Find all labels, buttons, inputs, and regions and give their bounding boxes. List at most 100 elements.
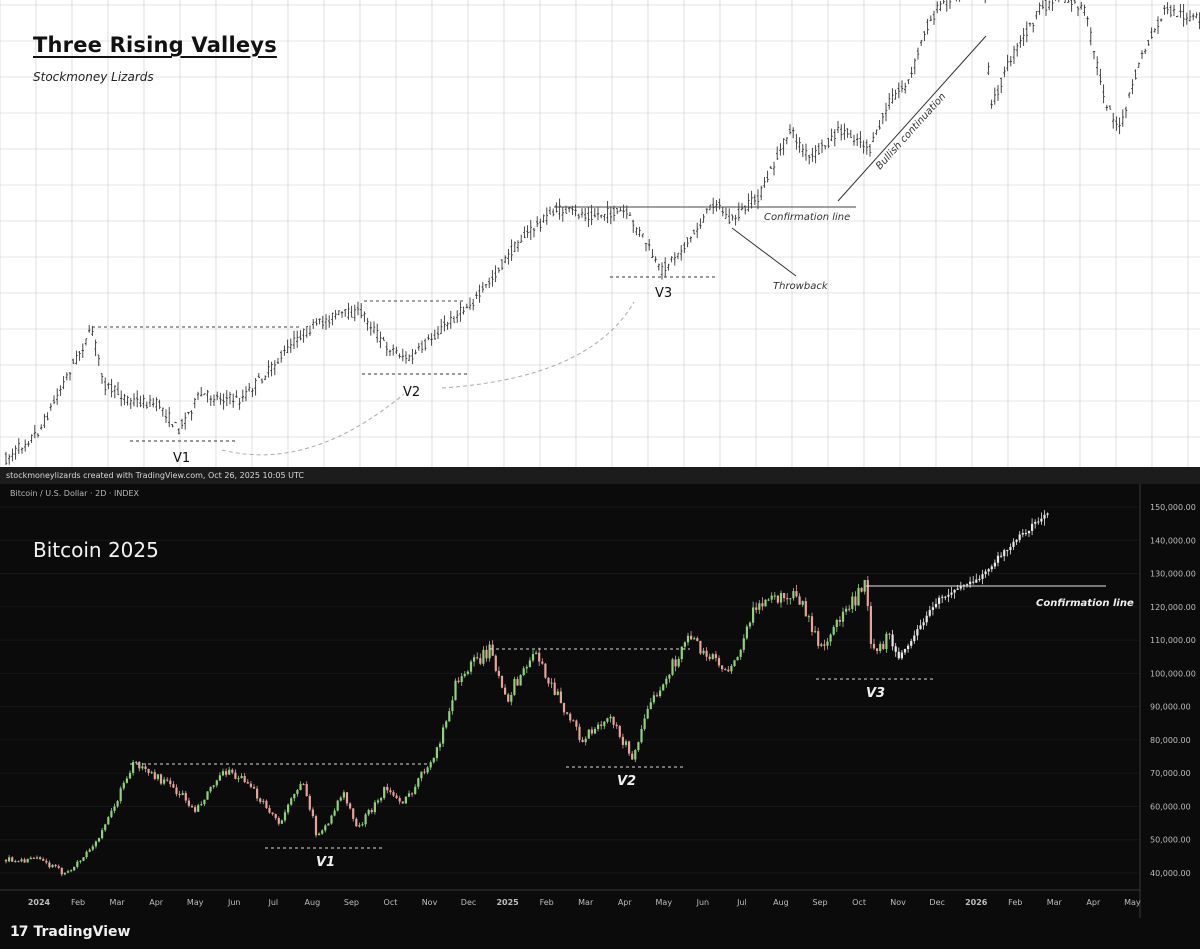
bot-candle-body — [910, 640, 913, 646]
price-tick: 50,000.00 — [1150, 836, 1191, 845]
bot-candle-body — [407, 793, 411, 797]
bot-candle-body — [519, 674, 522, 686]
bot-candle-body — [175, 787, 178, 795]
bot-candle-body — [941, 596, 944, 598]
bot-candle-body — [426, 767, 429, 773]
top-label-throwback: Throwback — [773, 281, 829, 292]
bot-candle-body — [634, 749, 637, 760]
bot-candle-body — [674, 659, 677, 667]
bot-candle-body — [786, 598, 789, 600]
bot-candle-body — [128, 772, 132, 779]
bot-candle-body — [429, 762, 432, 768]
bot-candle-body — [978, 578, 981, 580]
bot-candle-body — [752, 607, 755, 623]
bot-candle-body — [857, 587, 860, 606]
bot-candle-body — [934, 603, 938, 608]
bot-candle-body — [959, 586, 962, 589]
bot-candle-body — [690, 635, 693, 640]
bot-candle-body — [789, 598, 792, 600]
bot-candle-body — [1031, 523, 1034, 531]
time-tick: Oct — [852, 898, 866, 907]
bot-candle-body — [621, 736, 624, 745]
bot-candle-body — [485, 649, 488, 659]
time-tick: 2026 — [965, 898, 988, 907]
bot-candle-body — [1015, 539, 1018, 542]
price-tick: 60,000.00 — [1150, 802, 1191, 811]
bot-candle-body — [913, 635, 916, 641]
time-tick: Oct — [384, 898, 398, 907]
bot-candle-body — [42, 858, 45, 861]
bot-candle-body — [572, 720, 575, 722]
bot-candle-body — [925, 615, 928, 623]
bot-candle-body — [361, 824, 364, 826]
bot-candle-body — [984, 571, 987, 575]
bot-candle-body — [609, 716, 612, 719]
bot-candle-body — [287, 804, 290, 813]
bot-candle-body — [339, 797, 342, 801]
bot-candle-body — [668, 674, 671, 679]
top-label-v3: V3 — [655, 286, 672, 301]
bot-candle-body — [618, 726, 621, 737]
bot-candle-body — [51, 864, 54, 868]
bot-candle-body — [897, 651, 900, 659]
bot-candle-body — [45, 860, 48, 863]
top-label-confirmation: Confirmation line — [764, 212, 850, 223]
bot-candle-body — [349, 803, 352, 809]
bot-candle-body — [218, 775, 221, 781]
bot-candle-body — [832, 627, 835, 635]
footer: 17 TradingView — [0, 918, 1200, 949]
bot-candle-body — [758, 603, 761, 610]
bot-candle-body — [600, 724, 603, 726]
bot-candle-body — [373, 802, 376, 813]
bot-candle-body — [748, 622, 752, 627]
bot-candle-body — [488, 644, 491, 659]
bot-candle-body — [947, 594, 950, 597]
bot-candle-body — [820, 644, 823, 646]
bot-candle-body — [423, 771, 426, 773]
time-tick: Aug — [773, 898, 789, 907]
bot-candle-body — [1006, 550, 1009, 552]
bot-candle-body — [584, 738, 587, 743]
bot-candle-body — [587, 729, 590, 739]
bot-candle-body — [122, 782, 125, 789]
bot-candle-body — [637, 742, 640, 750]
bot-candle-body — [510, 694, 513, 702]
tradingview-logo[interactable]: 17 TradingView — [10, 924, 130, 940]
bot-candle-body — [153, 772, 156, 779]
bot-label-v1: V1 — [316, 855, 335, 870]
bot-candle-body — [389, 790, 392, 793]
bot-candle-body — [32, 857, 35, 859]
top-arc-2 — [441, 301, 635, 389]
bot-candle-body — [578, 726, 581, 740]
bot-candle-body — [8, 857, 11, 862]
bot-candle-body — [91, 846, 94, 850]
bot-candle-body — [860, 587, 863, 592]
bot-candle-body — [745, 626, 748, 639]
bot-candle-body — [197, 805, 200, 812]
bot-label-confirmation: Confirmation line — [1036, 598, 1134, 609]
bot-candle-body — [442, 727, 445, 744]
bot-candle-body — [770, 595, 773, 600]
bot-candle-body — [779, 593, 783, 603]
time-tick: Apr — [149, 898, 164, 907]
bot-candle-body — [404, 796, 407, 804]
bot-candle-body — [355, 818, 358, 827]
bot-candle-body — [851, 596, 854, 609]
bot-candle-body — [810, 616, 814, 632]
bot-candle-body — [965, 584, 969, 586]
bot-candle-body — [649, 702, 652, 709]
bot-candle-body — [624, 741, 628, 745]
time-tick: Dec — [929, 898, 944, 907]
bot-candle-body — [367, 810, 370, 815]
bot-candle-body — [882, 643, 885, 649]
bot-candle-body — [14, 861, 17, 863]
bot-candle-body — [755, 607, 758, 610]
bot-candle-body — [916, 629, 919, 636]
bot-candle-body — [767, 599, 770, 601]
bot-candle-body — [807, 616, 810, 618]
bot-candle-body — [686, 635, 690, 643]
bot-candle-body — [262, 800, 265, 802]
bot-candle-body — [550, 682, 553, 684]
bot-candle-body — [491, 644, 494, 656]
top-label-v2: V2 — [403, 385, 420, 400]
